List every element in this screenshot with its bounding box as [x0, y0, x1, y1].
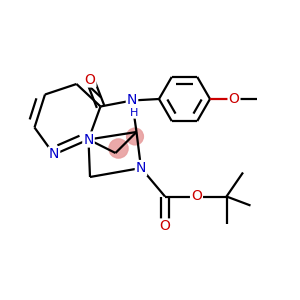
Text: N: N: [127, 94, 137, 107]
Text: N: N: [49, 148, 59, 161]
Text: O: O: [85, 73, 95, 86]
Text: O: O: [160, 220, 170, 233]
Text: N: N: [136, 161, 146, 175]
Circle shape: [109, 139, 128, 158]
Text: O: O: [191, 190, 202, 203]
Circle shape: [127, 128, 143, 145]
Text: O: O: [229, 92, 239, 106]
Text: H: H: [130, 108, 138, 118]
Text: N: N: [83, 133, 94, 146]
